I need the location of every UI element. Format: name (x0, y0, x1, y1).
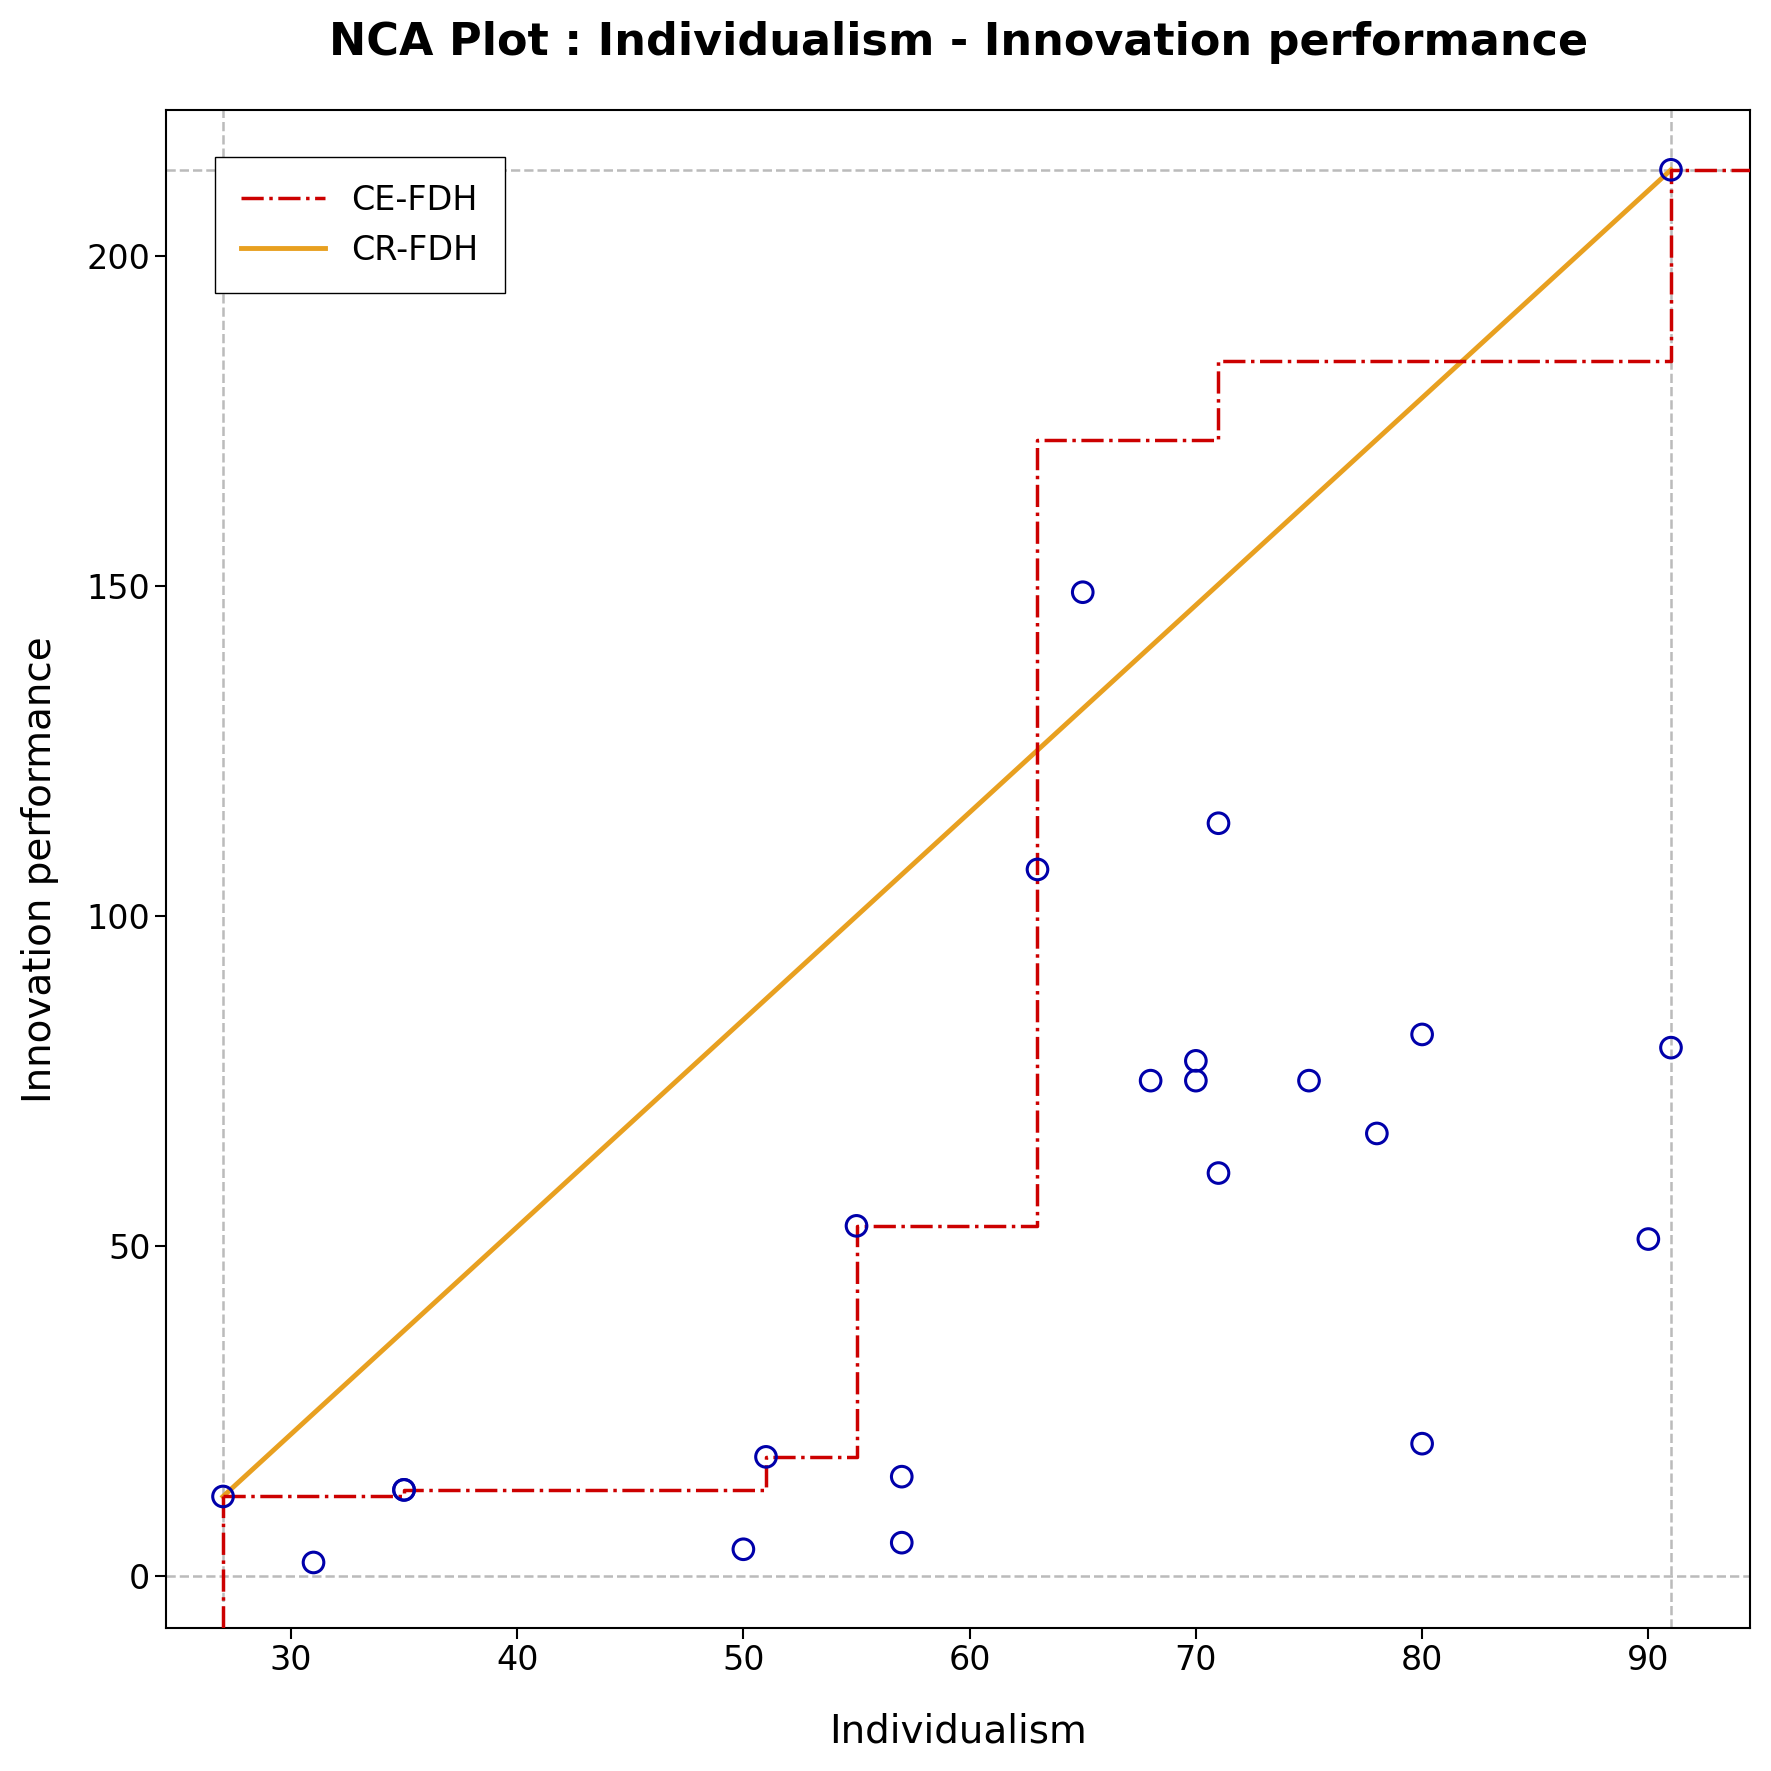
Point (1204, 809, 1233, 838)
Point (1181, 1066, 1210, 1094)
Point (1408, 1020, 1436, 1048)
Point (753, 1443, 781, 1472)
Point (1362, 1119, 1390, 1148)
Point (887, 1463, 916, 1491)
Point (1658, 156, 1686, 184)
Title: NCA Plot : Individualism - Innovation performance: NCA Plot : Individualism - Innovation pe… (329, 21, 1589, 64)
Point (1408, 1429, 1436, 1458)
Point (1658, 1034, 1686, 1063)
Point (1204, 1158, 1233, 1187)
Point (1068, 577, 1096, 606)
Point (1181, 1047, 1210, 1075)
Point (390, 1475, 418, 1504)
Point (1635, 1226, 1663, 1254)
Y-axis label: Innovation performance: Innovation performance (21, 636, 58, 1103)
Point (209, 1482, 237, 1511)
Point (1137, 1066, 1165, 1094)
Point (887, 1528, 916, 1557)
Legend: CE-FDH, CR-FDH: CE-FDH, CR-FDH (214, 158, 505, 294)
Point (730, 1535, 758, 1564)
Point (299, 1548, 328, 1576)
Point (843, 1211, 871, 1240)
X-axis label: Individualism: Individualism (829, 1713, 1087, 1750)
Point (1295, 1066, 1323, 1094)
Point (390, 1475, 418, 1504)
Point (1024, 855, 1052, 884)
